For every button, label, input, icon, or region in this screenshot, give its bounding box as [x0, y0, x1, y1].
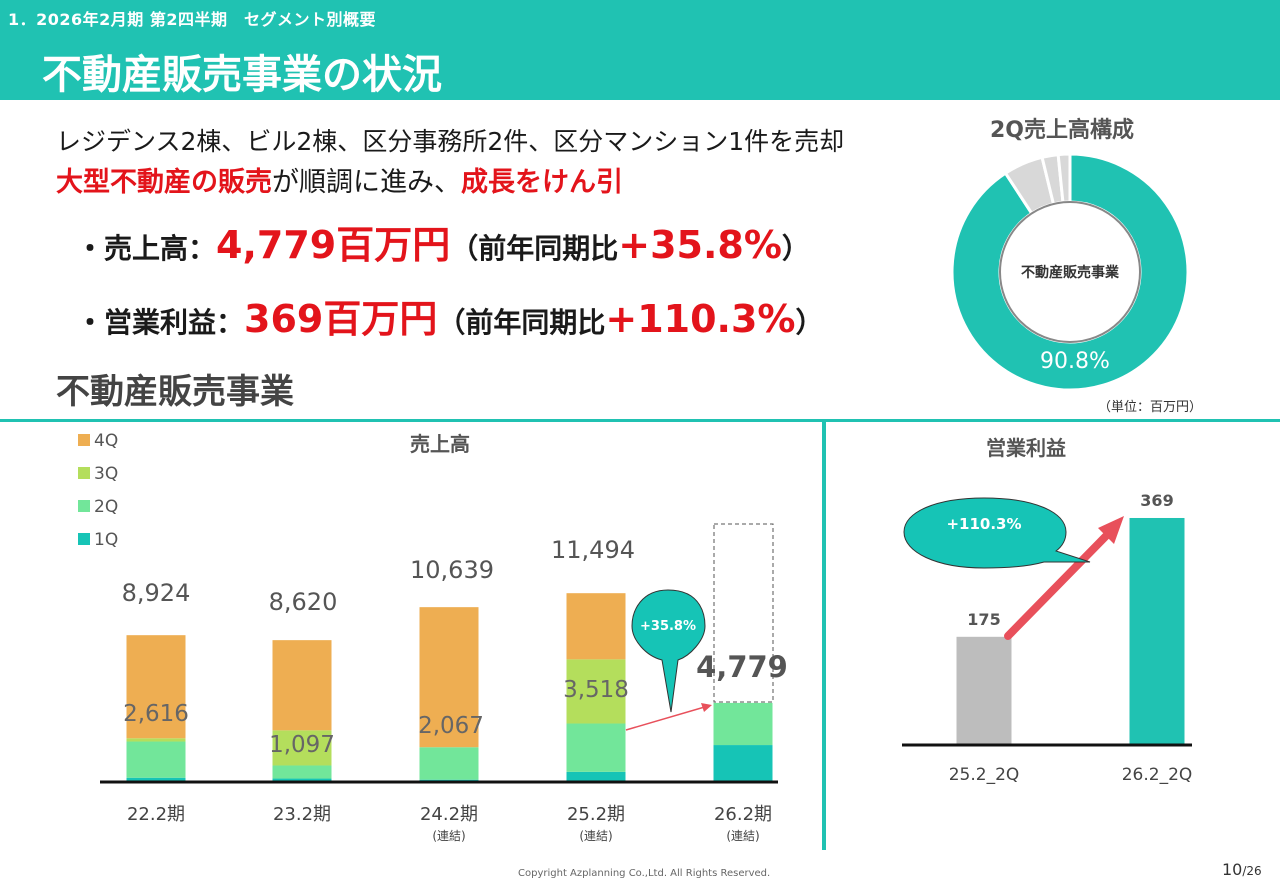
growth-callout-text: +35.8% — [640, 619, 696, 634]
x-tick-label: 26.2期 — [714, 804, 772, 825]
2q-cumulative-label: 2,616 — [123, 701, 189, 727]
x-tick-note: (連結) — [726, 829, 759, 843]
kpi-sales-pct: +35.8% — [618, 223, 782, 267]
kpi-sales-paren-open: （前年同期比 — [450, 232, 619, 265]
bar-segment — [126, 741, 186, 778]
profit-bar — [956, 636, 1012, 744]
header-band: 1．2026年2月期 第2四半期 セグメント別概要 不動産販売事業の状況 — [0, 0, 1280, 100]
page-title: 不動産販売事業の状況 — [42, 52, 442, 98]
legend-label: 2Q — [94, 497, 118, 517]
total-value-label: 4,779 — [696, 650, 788, 684]
bar-segment — [419, 607, 479, 748]
total-value-label: 8,620 — [269, 588, 338, 616]
bar-segment — [272, 730, 332, 766]
section-divider-horizontal — [0, 419, 1280, 422]
2q-cumulative-label: 1,097 — [269, 732, 335, 758]
section-divider-vertical — [822, 422, 826, 850]
kpi-sales: ・売上高：4,779百万円（前年同期比+35.8%） — [76, 214, 810, 269]
x-tick-label: 23.2期 — [273, 804, 331, 825]
kpi-op-pct: +110.3% — [605, 297, 796, 341]
growth-arrow-head — [701, 703, 712, 712]
bar-segment — [713, 745, 773, 781]
bar-segment — [419, 747, 479, 780]
bar-segment — [713, 702, 773, 746]
total-value-label: 8,924 — [122, 579, 191, 607]
profit-value-label: 175 — [967, 610, 1000, 629]
x-tick-label: 25.2期 — [567, 804, 625, 825]
profit-growth-arrow-line — [1004, 532, 1110, 640]
kpi-sales-value: 4,779百万円 — [216, 223, 451, 267]
2q-cumulative-label: 3,518 — [563, 677, 629, 703]
donut-pct-label: 90.8% — [1040, 349, 1110, 374]
x-tick-label: 22.2期 — [127, 804, 185, 825]
total-value-label: 10,639 — [410, 556, 494, 584]
lead-highlight-1: 大型不動産の販売 — [56, 167, 272, 198]
lead-highlight-2: 成長をけん引 — [461, 167, 623, 198]
lead-middle-text: が順調に進み、 — [272, 167, 461, 198]
projection-box — [713, 523, 774, 703]
growth-arrow-line — [625, 705, 709, 731]
bar-segment — [566, 593, 626, 660]
x-tick-note: (連結) — [579, 829, 612, 843]
kpi-sales-label: ・売上高： — [76, 232, 217, 265]
lead-line-1: レジデンス2棟、ビル2棟、区分事務所2件、区分マンション1件を売却 — [56, 127, 845, 156]
profit-x-tick-label: 26.2_2Q — [1122, 765, 1193, 785]
profit-growth-arrow-head — [1098, 516, 1124, 544]
bar-segment — [566, 771, 626, 781]
bar-segment — [566, 723, 626, 772]
donut-title: 2Q売上高構成 — [990, 118, 1135, 143]
legend-swatch — [78, 434, 90, 446]
growth-callout-bubble — [631, 589, 706, 713]
section-title: 不動産販売事業 — [56, 372, 294, 412]
bar-segment — [126, 738, 186, 742]
page-number: 10/26 — [1222, 860, 1262, 879]
profit-bar — [1129, 517, 1185, 744]
kpi-op-paren-close: ） — [795, 306, 824, 339]
copyright: Copyright Azplanning Co.,Ltd. All Rights… — [518, 868, 771, 879]
bar-segment — [272, 778, 332, 781]
unit-note: （単位：百万円） — [1098, 400, 1203, 415]
page-total: /26 — [1242, 864, 1262, 878]
2q-cumulative-label: 2,067 — [418, 713, 484, 739]
legend-label: 3Q — [94, 464, 118, 484]
bar-segment — [272, 765, 332, 779]
profit-value-label: 369 — [1140, 491, 1173, 510]
bar-segment — [126, 635, 186, 739]
kpi-op-paren-open: （前年同期比 — [437, 306, 606, 339]
profit-x-tick-label: 25.2_2Q — [949, 765, 1020, 785]
bar-segment — [566, 659, 626, 724]
kpi-sales-paren-close: ） — [781, 232, 810, 265]
kpi-op-label: ・営業利益： — [76, 306, 245, 339]
x-tick-note: (連結) — [432, 829, 465, 843]
lead-line-2: 大型不動産の販売が順調に進み、成長をけん引 — [56, 160, 623, 199]
header-subtitle: 1．2026年2月期 第2四半期 セグメント別概要 — [8, 10, 377, 29]
legend-label: 1Q — [94, 530, 118, 550]
legend-swatch — [78, 533, 90, 545]
donut-center-label: 不動産販売事業 — [1021, 264, 1120, 281]
profit-callout-bubble — [903, 497, 1091, 569]
profit-callout-text: +110.3% — [946, 515, 1021, 533]
bar-segment — [126, 777, 186, 781]
legend-swatch — [78, 500, 90, 512]
legend-swatch — [78, 467, 90, 479]
donut-center — [999, 201, 1141, 343]
kpi-operating-profit: ・営業利益：369百万円（前年同期比+110.3%） — [76, 288, 824, 343]
kpi-op-value: 369百万円 — [244, 297, 438, 341]
total-value-label: 11,494 — [551, 536, 635, 564]
profit-chart-title: 営業利益 — [986, 436, 1066, 460]
page-current: 10 — [1222, 860, 1243, 879]
bar-segment — [272, 640, 332, 731]
bar-segment — [419, 779, 479, 781]
sales-chart-title: 売上高 — [410, 432, 470, 456]
x-tick-label: 24.2期 — [420, 804, 478, 825]
legend-label: 4Q — [94, 431, 118, 451]
